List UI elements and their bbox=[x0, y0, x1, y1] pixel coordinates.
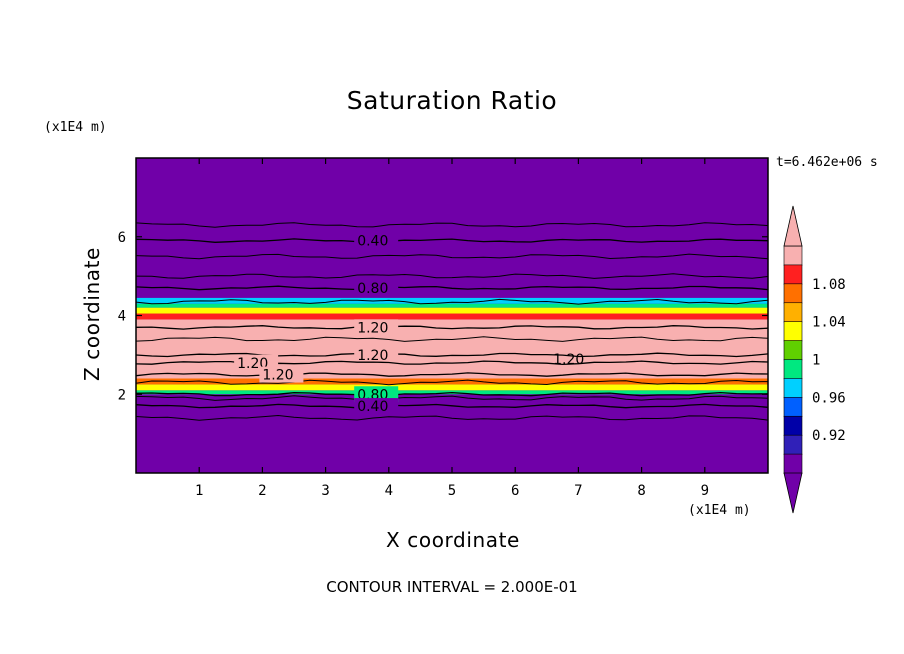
colorbar-swatch bbox=[783, 397, 803, 418]
contour-line bbox=[136, 253, 768, 260]
colorbar-swatch bbox=[783, 321, 803, 342]
x-tick-label: 7 bbox=[574, 483, 582, 499]
chart-title: Saturation Ratio bbox=[346, 86, 558, 115]
contour-line bbox=[136, 336, 768, 342]
band-5 bbox=[136, 313, 768, 320]
colorbar-swatch bbox=[783, 264, 803, 285]
colorbar-extend-top bbox=[783, 205, 803, 247]
colorbar-tick-label: 1.04 bbox=[812, 315, 846, 331]
contour-line bbox=[136, 391, 768, 397]
contour-label: 1.20 bbox=[357, 348, 388, 364]
y-axis-unit: (x1E4 m) bbox=[44, 120, 107, 135]
x-tick-label: 4 bbox=[385, 483, 393, 499]
contour-line bbox=[136, 285, 768, 291]
x-tick-label: 9 bbox=[701, 483, 709, 499]
colorbar-swatch bbox=[783, 283, 803, 304]
colorbar-tick-label: 1.08 bbox=[812, 277, 846, 293]
colorbar-extend-bottom bbox=[783, 472, 803, 514]
contour-line bbox=[136, 352, 768, 358]
colorbar-tick-label: 1 bbox=[812, 353, 820, 369]
x-tick-label: 5 bbox=[448, 483, 456, 499]
x-tick-label: 8 bbox=[637, 483, 645, 499]
colorbar-tick-label: 0.96 bbox=[812, 390, 846, 406]
y-tick-label: 2 bbox=[118, 387, 126, 403]
band-0 bbox=[136, 394, 768, 473]
x-tick-label: 6 bbox=[511, 483, 519, 499]
contour-label: 1.20 bbox=[262, 368, 293, 384]
band-2 bbox=[136, 384, 768, 391]
contour-label: 1.20 bbox=[553, 352, 584, 368]
colorbar-swatch bbox=[783, 378, 803, 399]
contour-line bbox=[136, 414, 768, 421]
band-8 bbox=[136, 297, 768, 304]
axes: 1 2 3 4 5 6 7 8 9 2 4 6 bbox=[118, 157, 769, 499]
contour-lines: 0.400.801.201.201.201.200.800.401.20 bbox=[136, 222, 768, 421]
x-axis-label: X coordinate bbox=[386, 528, 520, 552]
y-tick-label: 4 bbox=[118, 309, 126, 325]
contour-label: 1.20 bbox=[357, 320, 388, 336]
contour-line bbox=[136, 372, 768, 377]
band-9 bbox=[136, 158, 768, 298]
colorbar-swatch bbox=[783, 359, 803, 380]
contour-line bbox=[136, 222, 768, 228]
contour-label-bg bbox=[354, 319, 399, 336]
contour-label-bg bbox=[259, 366, 304, 383]
contour-line bbox=[136, 379, 768, 386]
contour-label-bg bbox=[354, 232, 399, 249]
colorbar: 1.08 1.04 1 0.96 0.92 bbox=[783, 205, 846, 514]
filled-bands bbox=[136, 158, 768, 473]
contour-line bbox=[136, 298, 768, 305]
colorbar-swatch bbox=[783, 245, 803, 266]
colorbar-swatch bbox=[783, 434, 803, 455]
colorbar-tick-label: 0.92 bbox=[812, 428, 846, 444]
band-6 bbox=[136, 307, 768, 314]
x-tick-label: 1 bbox=[195, 483, 203, 499]
contour-line bbox=[136, 403, 768, 409]
contour-label-bg bbox=[354, 346, 399, 363]
contour-label: 0.40 bbox=[357, 399, 388, 415]
colorbar-swatch bbox=[783, 340, 803, 361]
time-label: t=6.462e+06 s bbox=[776, 155, 878, 170]
contour-label: 0.80 bbox=[357, 281, 388, 297]
y-tick-label: 6 bbox=[118, 230, 126, 246]
colorbar-swatch bbox=[783, 302, 803, 323]
x-axis-unit: (x1E4 m) bbox=[688, 503, 751, 518]
colorbar-swatch bbox=[783, 415, 803, 436]
contour-line bbox=[136, 273, 768, 279]
colorbar-swatch bbox=[783, 453, 803, 474]
contour-interval-label: CONTOUR INTERVAL = 2.000E-01 bbox=[326, 578, 578, 596]
x-tick-label: 2 bbox=[258, 483, 266, 499]
contour-label-bg bbox=[354, 398, 399, 415]
contour-line bbox=[136, 238, 768, 244]
contour-line bbox=[136, 395, 768, 402]
contour-label-bg bbox=[354, 279, 399, 296]
contour-label: 0.40 bbox=[357, 234, 388, 250]
x-tick-label: 3 bbox=[321, 483, 329, 499]
contour-line bbox=[136, 325, 768, 330]
band-7 bbox=[136, 303, 768, 308]
